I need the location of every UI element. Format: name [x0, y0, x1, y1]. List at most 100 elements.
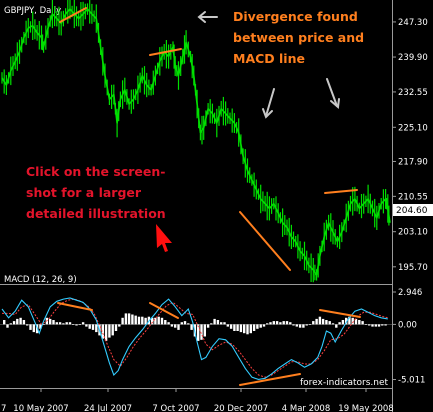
histogram-bar [180, 322, 183, 325]
histogram-bar [249, 324, 252, 334]
price-tick-label: 210.55 [398, 192, 428, 202]
divergence-note-line-3: MACD line [233, 51, 305, 66]
histogram-bar [19, 317, 22, 325]
divergence-note: Divergence found between price and MACD … [233, 9, 364, 66]
price-divergence-line-3 [239, 211, 291, 271]
histogram-bar [157, 316, 160, 325]
histogram-bar [26, 324, 29, 326]
annotation-arrows [197, 11, 340, 119]
histogram-bar [216, 320, 220, 325]
histogram-bar [65, 322, 68, 325]
macd-tick-label: 0.00 [398, 320, 417, 330]
histogram-bar [151, 317, 154, 325]
date-tick-label: 19 May 2008 [338, 404, 393, 412]
histogram-bar [3, 320, 6, 325]
histogram-bar [226, 324, 229, 327]
histogram-bar [91, 324, 95, 330]
histogram-bar [256, 324, 259, 329]
histogram-bar [170, 324, 174, 327]
price-divergence-line-1 [59, 7, 87, 23]
histogram-bar [32, 324, 35, 333]
date-tick-label: 4 Mar 2008 [282, 404, 330, 412]
histogram-bar [85, 324, 88, 327]
histogram-bar [183, 321, 187, 325]
histogram-bar [262, 324, 266, 327]
date-tick-label: 10 May 2007 [13, 404, 68, 412]
histogram-bar [104, 324, 108, 341]
histogram-bar [341, 320, 345, 325]
histogram-bar [95, 324, 98, 333]
histogram-bar [252, 324, 256, 331]
date-tick-label-partial: 7 [1, 404, 6, 412]
histogram-bar [137, 316, 141, 325]
date-tick-label: 7 Oct 2007 [152, 404, 199, 412]
histogram-bar [338, 322, 341, 325]
date-tick-label: 20 Dec 2007 [214, 404, 268, 412]
histogram-bar [318, 316, 322, 325]
histogram-bar [42, 324, 45, 325]
price-tick-label: 217.90 [398, 158, 428, 168]
histogram-bar [220, 322, 223, 325]
histogram-bar [16, 318, 19, 325]
down-arrow-icon [326, 78, 340, 109]
histogram-bar [243, 324, 246, 334]
histogram-bar [88, 324, 91, 329]
histogram-bar [321, 318, 325, 325]
histogram-bar [49, 318, 52, 325]
price-bars [1, 0, 390, 283]
histogram-bar [55, 322, 58, 325]
histogram-bar [160, 317, 164, 325]
histogram-bar [305, 324, 308, 326]
price-tick-label: 225.10 [398, 123, 428, 133]
histogram-bar [75, 324, 78, 326]
pointer-arrow-icon [156, 224, 172, 252]
macd-axis: 2.946 0.00 -5.011 [392, 288, 425, 386]
histogram-bar [12, 321, 16, 325]
histogram-bar [206, 324, 210, 328]
histogram-bar [266, 323, 269, 325]
macd-signal-line [2, 298, 388, 378]
histogram-bar [361, 321, 364, 325]
histogram-bar [203, 324, 206, 337]
click-note-line-3: detailed illustration [26, 206, 166, 221]
last-price-label: 204.60 [396, 206, 428, 216]
histogram-bar [62, 323, 65, 325]
histogram-bar [131, 314, 134, 325]
price-title: GBPJPY, Daily [4, 6, 61, 16]
price-tick-label: 232.55 [398, 88, 428, 98]
macd-divergence-line-2 [149, 302, 179, 319]
divergence-note-line-1: Divergence found [233, 9, 358, 24]
macd-histogram [3, 313, 387, 341]
histogram-bar [295, 324, 298, 327]
histogram-bar [72, 324, 75, 325]
histogram-bar [141, 316, 144, 325]
histogram-bar [269, 322, 272, 325]
histogram-bar [282, 321, 285, 325]
histogram-bar [81, 322, 85, 325]
price-divergence-line-2 [149, 48, 182, 56]
divergence-lines [57, 7, 361, 386]
histogram-bar [348, 316, 351, 325]
price-tick-label: 203.10 [398, 228, 428, 238]
price-divergence-line-4 [324, 189, 358, 194]
date-tick-label: 24 Jul 2007 [84, 404, 132, 412]
macd-panel: MACD (12, 26, 9) 2.946 0.00 -5.011 [0, 275, 425, 389]
click-note: Click on the screen- shot for a larger d… [26, 164, 166, 221]
last-price-tag: 204.60 [393, 204, 433, 216]
down-arrow-icon [262, 88, 275, 119]
macd-main-line [1, 297, 388, 380]
histogram-bar [177, 324, 180, 330]
histogram-bar [384, 324, 387, 326]
watermark: forex-indicators.net [300, 378, 389, 388]
histogram-bar [187, 323, 190, 325]
histogram-bar [223, 322, 226, 325]
histogram-bar [368, 324, 371, 326]
histogram-bar [144, 317, 147, 325]
histogram-bar [285, 321, 289, 325]
histogram-bar [197, 324, 200, 341]
histogram-bar [190, 324, 193, 330]
macd-divergence-line-3 [239, 373, 301, 386]
histogram-bar [134, 315, 137, 325]
histogram-bar [229, 324, 233, 329]
